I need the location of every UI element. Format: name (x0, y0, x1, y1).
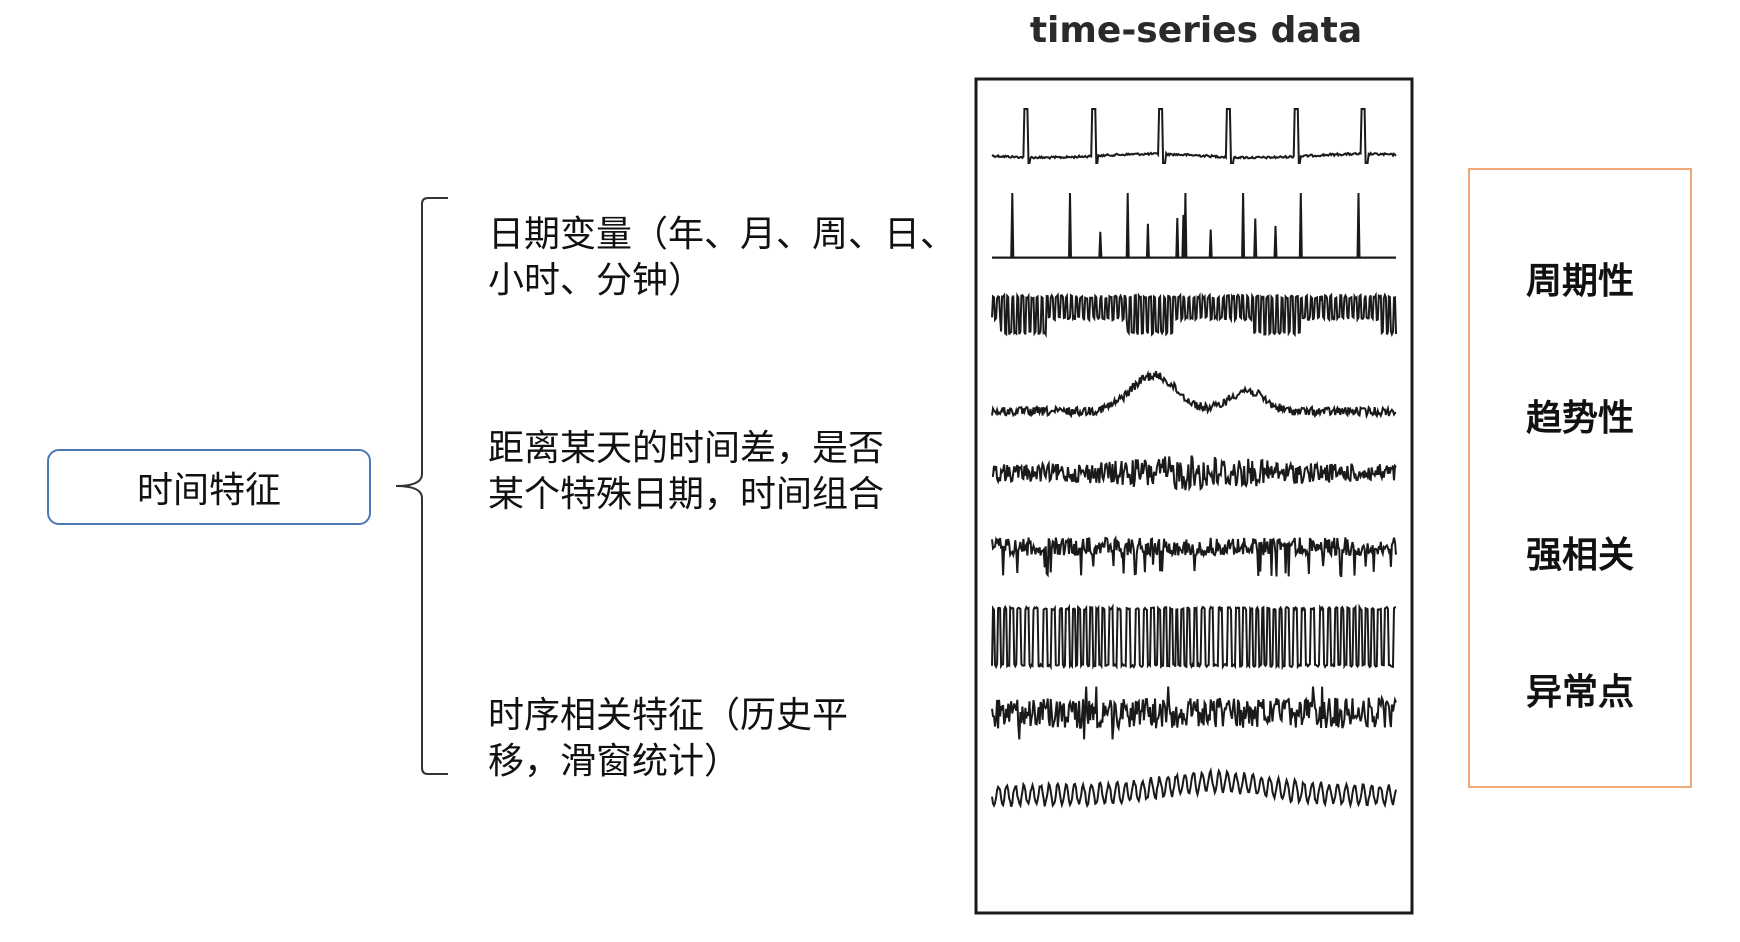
waveform-bistable-square (991, 603, 1397, 671)
branch-date-variables: 日期变量（年、月、周、日、 小时、分钟） (488, 214, 957, 301)
branch-sequence-features: 时序相关特征（历史平 移，滑窗统计） (488, 695, 849, 782)
waveform-dip-noise (991, 535, 1397, 578)
curly-brace-connector (395, 197, 448, 775)
waveform-dense-noise (991, 455, 1397, 492)
properties-box: 周期性 趋势性 强相关 异常点 (1468, 168, 1692, 788)
waveform-random-noise (991, 686, 1397, 740)
property-periodicity: 周期性 (1525, 261, 1634, 302)
branch-time-difference: 距离某天的时间差，是否 某个特殊日期，时间组合 (488, 428, 885, 515)
property-correlation: 强相关 (1525, 535, 1634, 576)
waveform-ecg-spikes (991, 108, 1397, 164)
timeseries-panel (974, 77, 1414, 915)
waveform-sine-wave (991, 767, 1397, 810)
property-anomaly: 异常点 (1525, 672, 1634, 713)
waveform-square-oscillation (991, 291, 1397, 338)
root-node-time-features: 时间特征 (47, 449, 371, 525)
root-node-label: 时间特征 (136, 470, 281, 511)
property-trend: 趋势性 (1525, 398, 1634, 439)
timeseries-title: time-series data (1029, 10, 1363, 51)
waveform-trend-bump (991, 369, 1396, 420)
